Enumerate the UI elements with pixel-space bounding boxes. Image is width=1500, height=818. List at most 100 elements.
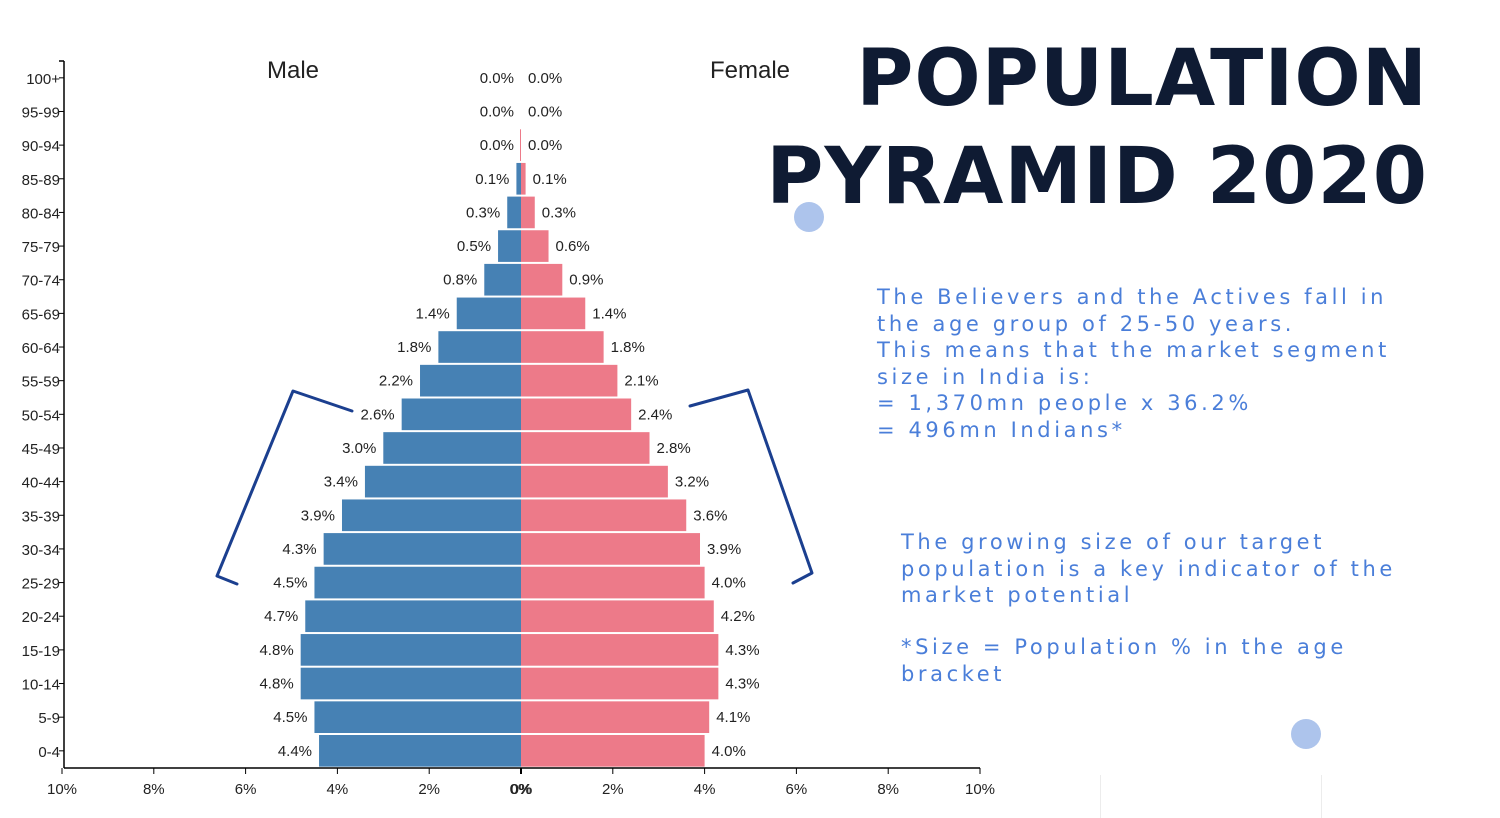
note-line: The growing size of our target xyxy=(901,530,1326,554)
bar-male xyxy=(484,263,521,296)
note-line: the age group of 25-50 years. xyxy=(877,311,1296,336)
label-male: 0.0% xyxy=(480,70,514,87)
y-axis: 100+ 95-99 90-94 85-89 80-84 75-79 70-74 65-69 6… xyxy=(22,60,65,768)
label-male: 1.4% xyxy=(416,305,450,322)
label-female: 0.0% xyxy=(528,103,562,120)
label-male: 4.5% xyxy=(273,709,307,726)
bar-female xyxy=(521,465,668,498)
decorative-dot xyxy=(1291,719,1321,749)
bar-male xyxy=(516,162,521,195)
label-female: 4.2% xyxy=(721,608,755,625)
label-male: 4.8% xyxy=(259,642,293,659)
label-male: 4.4% xyxy=(278,743,312,760)
x-tick-label: 10% xyxy=(965,781,995,798)
bar-male xyxy=(401,398,521,431)
y-tick-label: 15-19 xyxy=(22,643,60,660)
bar-male xyxy=(341,499,521,532)
bar-female xyxy=(521,566,705,599)
bar-female xyxy=(521,667,719,700)
y-tick-label: 40-44 xyxy=(22,475,60,492)
label-female: 1.8% xyxy=(611,339,645,356)
y-tick-label: 75-79 xyxy=(22,239,60,256)
series-labels: Male Female xyxy=(267,57,790,84)
label-female: 3.6% xyxy=(693,507,727,524)
y-tick-label: 35-39 xyxy=(22,508,60,525)
bar-male xyxy=(364,465,521,498)
note-line: This means that the market segment xyxy=(877,338,1390,362)
label-female: 4.3% xyxy=(725,642,759,659)
label-female: 2.4% xyxy=(638,406,672,423)
bar-female xyxy=(521,196,535,229)
x-tick-label: 10% xyxy=(47,781,77,798)
label-female: 1.4% xyxy=(592,305,626,322)
note-line: = 1,370mn people x 36.2% xyxy=(877,391,1252,415)
legend-female: Female xyxy=(710,57,790,84)
label-male: 0.0% xyxy=(480,137,514,154)
bar-female xyxy=(521,297,586,330)
market-size-note: The Believers and the Actives fall in th… xyxy=(877,284,1477,443)
label-female: 0.3% xyxy=(542,204,576,221)
bar-female xyxy=(521,735,705,767)
label-male: 2.2% xyxy=(379,373,413,390)
y-tick-label: 0-4 xyxy=(38,744,60,761)
x-tick-label: 0% xyxy=(510,781,532,798)
y-tick-label: 30-34 xyxy=(22,542,60,559)
y-tick-label: 85-89 xyxy=(22,172,60,189)
label-female: 2.8% xyxy=(657,440,691,457)
growth-note: The growing size of our target populatio… xyxy=(901,529,1481,609)
label-female: 4.3% xyxy=(725,676,759,693)
bar-male xyxy=(300,667,521,700)
label-female: 0.0% xyxy=(528,137,562,154)
label-female: 4.1% xyxy=(716,709,750,726)
x-tick-label: 6% xyxy=(786,781,808,798)
y-tick-label: 55-59 xyxy=(22,374,60,391)
label-male: 0.8% xyxy=(443,272,477,289)
label-male: 0.0% xyxy=(480,103,514,120)
y-tick-label: 25-29 xyxy=(22,576,60,593)
y-tick-label: 50-54 xyxy=(22,407,60,424)
bar-male xyxy=(314,566,521,599)
y-tick-label: 5-9 xyxy=(38,710,60,727)
label-female: 4.0% xyxy=(712,743,746,760)
value-labels: 0.0% 0.0% 0.0% 0.0% 0.0% 0.0% 0.1% 0.1% 0.3% 0.3%… xyxy=(259,70,759,760)
bar-male xyxy=(438,331,521,363)
female-bars xyxy=(520,129,719,767)
bar-female xyxy=(521,600,714,633)
y-tick-label: 10-14 xyxy=(22,677,60,694)
note-line: *Size = Population % in the age xyxy=(901,635,1347,659)
note-line: bracket xyxy=(901,661,1006,686)
page-title: POPULATION PYRAMID 2020 xyxy=(766,30,1428,226)
note-line: size in India is: xyxy=(877,364,1094,389)
bar-female xyxy=(521,533,701,565)
note-line: population is a key indicator of the xyxy=(901,556,1396,581)
bar-female xyxy=(521,230,549,262)
bar-female xyxy=(521,331,604,363)
bracket-left xyxy=(215,389,354,586)
label-female: 0.6% xyxy=(556,238,590,255)
x-tick-label: 2% xyxy=(602,781,624,798)
y-tick-label: 100+ xyxy=(26,71,60,88)
title-line-1: POPULATION xyxy=(856,34,1428,124)
label-female: 0.9% xyxy=(569,272,603,289)
footnote: *Size = Population % in the age bracket xyxy=(901,634,1481,687)
x-tick-label: 4% xyxy=(327,781,349,798)
bar-female xyxy=(521,398,632,431)
bar-male xyxy=(305,600,521,633)
label-male: 0.5% xyxy=(457,238,491,255)
population-pyramid-chart: 0.0% 0.0% 0.0% 0.0% 0.0% 0.0% 0.1% 0.1% 0.3% 0.3%… xyxy=(22,57,995,798)
decorative-dot xyxy=(794,202,824,232)
note-line: The Believers and the Actives fall in xyxy=(877,285,1388,309)
bracket-right xyxy=(688,388,814,585)
label-male: 0.1% xyxy=(475,171,509,188)
label-male: 4.8% xyxy=(259,676,293,693)
y-tick-label: 90-94 xyxy=(22,138,60,155)
bar-male xyxy=(383,432,521,464)
y-tick-label: 65-69 xyxy=(22,306,60,323)
label-female: 0.1% xyxy=(533,171,567,188)
label-male: 3.4% xyxy=(324,474,358,491)
label-male: 3.9% xyxy=(301,507,335,524)
bar-female xyxy=(521,162,526,195)
x-tick-label: 4% xyxy=(694,781,716,798)
y-tick-label: 80-84 xyxy=(22,205,60,222)
label-male: 4.7% xyxy=(264,608,298,625)
